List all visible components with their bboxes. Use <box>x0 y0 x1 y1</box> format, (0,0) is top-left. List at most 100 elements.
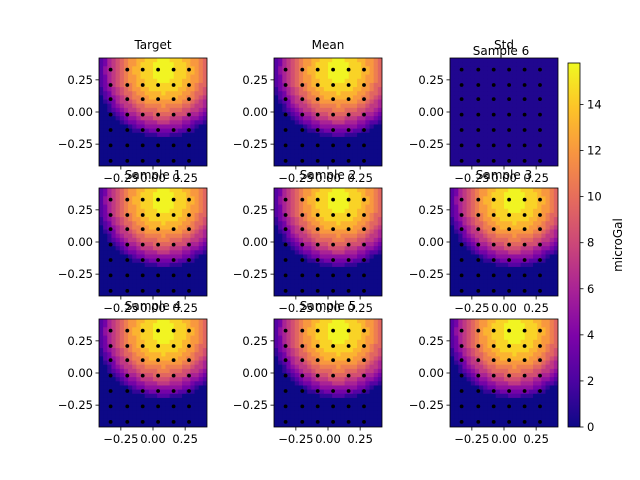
x-tick-label: 0.25 <box>347 171 373 185</box>
heatmap-cell <box>128 335 133 341</box>
heatmap-cell <box>479 262 484 268</box>
point-marker <box>156 213 161 217</box>
heatmap-cell <box>332 208 337 214</box>
heatmap-cell <box>182 192 187 197</box>
heatmap-cell <box>177 283 183 289</box>
heatmap-cell <box>499 208 505 214</box>
heatmap-cell <box>173 352 179 357</box>
heatmap-cell <box>182 221 187 226</box>
heatmap-cell <box>537 275 542 280</box>
heatmap-cell <box>307 95 312 101</box>
heatmap-cell <box>458 70 464 76</box>
heatmap-cell <box>165 91 171 96</box>
heatmap-cell <box>111 291 117 296</box>
heatmap-cell <box>190 258 196 264</box>
heatmap-cell <box>173 70 179 76</box>
heatmap-cell <box>202 66 207 72</box>
heatmap-cells <box>99 58 207 166</box>
heatmap-cell <box>198 266 204 272</box>
heatmap-cell <box>533 287 538 293</box>
heatmap-cell <box>323 212 329 218</box>
heatmap-cell <box>344 275 350 280</box>
heatmap-cell <box>315 62 321 67</box>
heatmap-cell <box>483 120 488 126</box>
heatmap-cell <box>357 91 362 96</box>
heatmap-cell <box>541 271 547 276</box>
heatmap-cell <box>173 136 179 142</box>
heatmap-cell <box>462 291 468 296</box>
heatmap-cell <box>286 99 292 105</box>
heatmap-cell <box>450 188 455 193</box>
heatmap-cell <box>194 271 200 276</box>
heatmap-cell <box>182 258 187 264</box>
heatmap-cell <box>123 368 129 374</box>
heatmap-cell <box>491 74 497 80</box>
heatmap-cell <box>286 112 292 117</box>
heatmap-cell <box>487 161 493 166</box>
heatmap-cell <box>528 237 534 243</box>
heatmap-cell <box>132 196 137 202</box>
heatmap-cell <box>278 87 283 92</box>
heatmap-cell <box>128 120 133 126</box>
heatmap-cell <box>182 107 187 113</box>
heatmap-cell <box>466 91 472 96</box>
heatmap-cell <box>340 107 346 113</box>
heatmap-cell <box>157 356 162 362</box>
point-marker <box>171 258 176 262</box>
heatmap-cell <box>157 250 162 256</box>
heatmap-cell <box>294 200 300 206</box>
heatmap-cell <box>190 208 196 214</box>
heatmap-cell <box>328 212 333 218</box>
heatmap-cell <box>153 275 158 280</box>
heatmap-cell <box>315 200 321 206</box>
heatmap-cell <box>153 99 158 105</box>
heatmap-cell <box>111 221 117 226</box>
heatmap-cell <box>499 271 505 276</box>
heatmap-cell <box>361 120 366 126</box>
heatmap-cell <box>173 112 179 117</box>
heatmap-cell <box>516 66 522 72</box>
heatmap-cell <box>173 192 179 197</box>
heatmap-cell <box>365 212 371 218</box>
heatmap-cell <box>470 141 476 146</box>
heatmap-cell <box>545 153 551 159</box>
heatmap-cell <box>303 266 308 272</box>
heatmap-cell <box>290 74 296 80</box>
heatmap-cell <box>128 225 133 231</box>
heatmap-cell <box>123 279 129 285</box>
heatmap-cell <box>274 120 279 126</box>
heatmap-cell <box>182 149 187 155</box>
heatmap-cell <box>450 157 455 163</box>
heatmap-cell <box>148 128 154 134</box>
heatmap-cell <box>111 242 117 247</box>
point-marker <box>156 128 161 132</box>
heatmap-cell <box>483 149 488 155</box>
point-marker <box>156 289 161 293</box>
heatmap-cell <box>157 360 162 366</box>
heatmap-cell <box>190 200 196 206</box>
heatmap-cell <box>132 112 137 117</box>
point-marker <box>507 128 511 132</box>
heatmap-cell <box>533 66 538 72</box>
heatmap-cell <box>140 132 146 138</box>
point-marker <box>491 83 496 87</box>
heatmap-cell <box>119 204 125 210</box>
heatmap-cell <box>373 87 379 92</box>
heatmap-cell <box>328 254 333 260</box>
heatmap-cell <box>533 91 538 96</box>
heatmap-cell <box>111 283 117 289</box>
heatmap-cell <box>549 107 555 113</box>
heatmap-cell <box>148 339 154 345</box>
point-marker <box>187 67 191 72</box>
heatmap-cell <box>319 120 325 126</box>
heatmap-cell <box>99 262 104 268</box>
heatmap-cell <box>103 422 108 427</box>
heatmap-cell <box>516 112 522 117</box>
heatmap-cell <box>508 291 513 296</box>
point-marker <box>507 112 511 117</box>
point-marker <box>171 97 176 101</box>
heatmap-cell <box>161 242 167 247</box>
heatmap-cell <box>553 291 558 296</box>
heatmap-cell <box>365 91 371 96</box>
